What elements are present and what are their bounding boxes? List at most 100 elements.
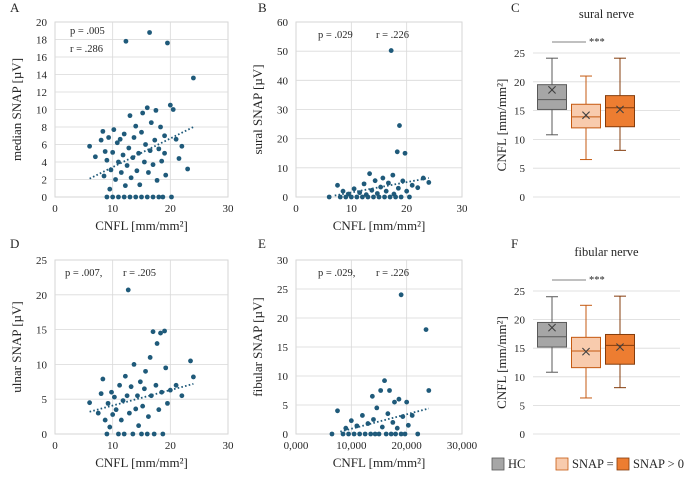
x-tick-label: 10 xyxy=(346,203,358,215)
data-point xyxy=(150,329,156,335)
y-tick-label: 0 xyxy=(283,429,289,441)
data-point xyxy=(390,172,396,178)
data-point xyxy=(397,123,402,128)
data-point xyxy=(380,175,386,181)
data-point xyxy=(185,166,191,172)
data-point xyxy=(337,194,343,200)
data-point xyxy=(368,431,374,437)
data-point xyxy=(131,135,137,140)
data-point xyxy=(395,185,401,191)
data-point xyxy=(167,387,173,393)
data-point xyxy=(426,180,432,185)
x-tick-label: 30 xyxy=(457,203,469,215)
data-point xyxy=(158,330,163,336)
y-tick-label: 20 xyxy=(36,17,48,29)
data-point xyxy=(141,159,147,165)
y-tick-label: 25 xyxy=(277,284,289,296)
data-point xyxy=(162,150,167,156)
data-point xyxy=(378,388,384,393)
data-point xyxy=(120,152,126,158)
data-point xyxy=(162,133,167,139)
data-point xyxy=(188,358,193,364)
data-point xyxy=(98,137,104,143)
data-point xyxy=(151,431,157,437)
data-point xyxy=(144,194,150,200)
y-tick-label: 5 xyxy=(520,163,526,175)
data-point xyxy=(156,146,162,152)
panel-label: D xyxy=(10,236,19,251)
data-point xyxy=(179,143,185,149)
data-point xyxy=(134,168,140,174)
data-point xyxy=(191,374,196,380)
y-axis-label: fibular SNAP [µV] xyxy=(250,297,265,396)
y-tick-label: 15 xyxy=(514,106,526,118)
chart-title: sural nerve xyxy=(579,7,635,21)
y-tick-label: 14 xyxy=(36,70,48,82)
data-point xyxy=(106,135,112,140)
data-point xyxy=(110,149,116,155)
data-point xyxy=(100,128,106,134)
y-tick-label: 15 xyxy=(277,342,289,354)
data-point xyxy=(116,431,121,437)
data-point xyxy=(108,167,114,173)
data-point xyxy=(173,136,179,142)
panel-e: E 0,000 10,000 20,000 30,000 0 5 10 15 20 25 30 CNFL… xyxy=(250,236,478,470)
x-tick-label: 10 xyxy=(107,440,119,452)
y-tick-label: 20 xyxy=(36,290,48,302)
data-point xyxy=(361,181,367,187)
trend-line xyxy=(89,383,194,413)
y-tick-label: 30 xyxy=(277,255,289,267)
y-tick-label: 10 xyxy=(514,134,526,146)
stat-annotation: p = .007, xyxy=(65,268,102,279)
data-point xyxy=(179,393,185,399)
mean-marker xyxy=(616,105,624,114)
y-tick-label: 10 xyxy=(277,163,289,175)
data-point xyxy=(402,150,408,156)
y-tick-label: 60 xyxy=(277,17,289,29)
x-tick-label: 0 xyxy=(52,440,58,452)
data-point xyxy=(388,431,394,437)
data-point xyxy=(148,120,154,126)
mean-marker xyxy=(616,343,624,352)
data-point xyxy=(147,30,152,35)
data-point xyxy=(133,406,139,412)
data-point xyxy=(110,194,116,200)
x-tick-label: 30,000 xyxy=(447,440,478,452)
data-point xyxy=(133,194,139,200)
data-point xyxy=(137,182,143,188)
data-point xyxy=(124,163,130,168)
y-tick-label: 2 xyxy=(42,175,48,187)
trend-line xyxy=(89,126,194,180)
data-point xyxy=(139,129,144,135)
data-point xyxy=(388,48,394,53)
data-point xyxy=(128,175,134,181)
data-point xyxy=(98,391,104,397)
x-tick-label: 30 xyxy=(223,203,235,215)
y-tick-label: 0 xyxy=(42,429,48,441)
data-point xyxy=(130,431,136,437)
data-point xyxy=(354,423,360,429)
data-point xyxy=(159,158,165,164)
panel-a: A 0 10 20 30 0 2 4 6 8 10 12 14 16 18 20 CNFL [mm/mm²] me… xyxy=(9,0,234,233)
data-point xyxy=(116,159,121,165)
data-point xyxy=(148,393,154,399)
y-tick-label: 50 xyxy=(277,46,289,58)
data-point xyxy=(393,194,398,200)
data-point xyxy=(104,431,110,437)
iqr-box xyxy=(571,103,601,129)
data-point xyxy=(107,186,113,192)
data-point xyxy=(152,137,158,143)
legend-item: SNAP > 0 xyxy=(616,457,684,471)
chart-title: fibular nerve xyxy=(574,245,639,259)
data-point xyxy=(113,407,119,413)
data-point xyxy=(400,178,406,184)
y-tick-label: 5 xyxy=(520,400,526,412)
data-point xyxy=(385,411,391,417)
data-point xyxy=(143,368,148,374)
data-point xyxy=(121,131,127,137)
mean-marker xyxy=(548,85,556,94)
data-point xyxy=(392,399,397,405)
data-point xyxy=(136,423,142,429)
data-point xyxy=(369,187,375,193)
data-point xyxy=(126,145,132,151)
